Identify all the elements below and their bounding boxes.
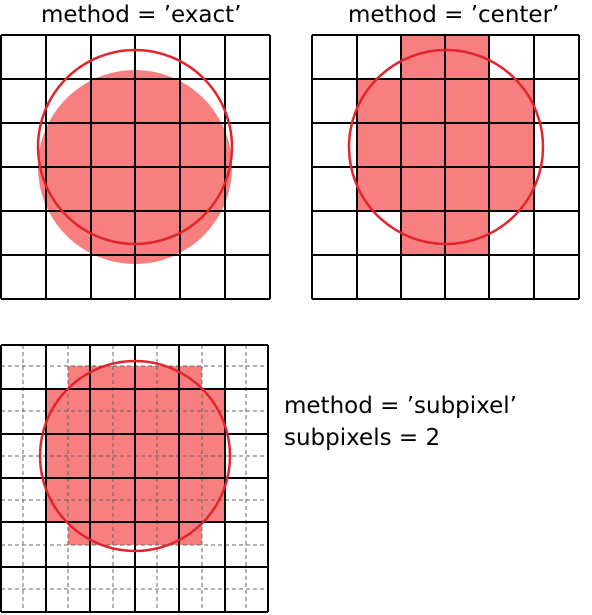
pixel-grid: [0, 34, 271, 300]
aperture-circle: [38, 359, 232, 553]
pixel-grid: [311, 34, 580, 300]
pixel-grid: [0, 344, 269, 613]
panel-exact-label: method = ’exact’: [41, 2, 241, 28]
panel-subpixel-sublabel: subpixels = 2: [284, 425, 440, 451]
aperture-circle: [347, 48, 545, 246]
panel-center: method = ’center’: [311, 2, 580, 300]
panel-subpixel: method = ’subpixel’ subpixels = 2: [0, 344, 517, 613]
panel-subpixel-label: method = ’subpixel’: [284, 393, 517, 419]
panel-center-label: method = ’center’: [348, 2, 559, 28]
panel-exact: method = ’exact’: [0, 2, 271, 300]
aperture-circle: [36, 48, 234, 246]
